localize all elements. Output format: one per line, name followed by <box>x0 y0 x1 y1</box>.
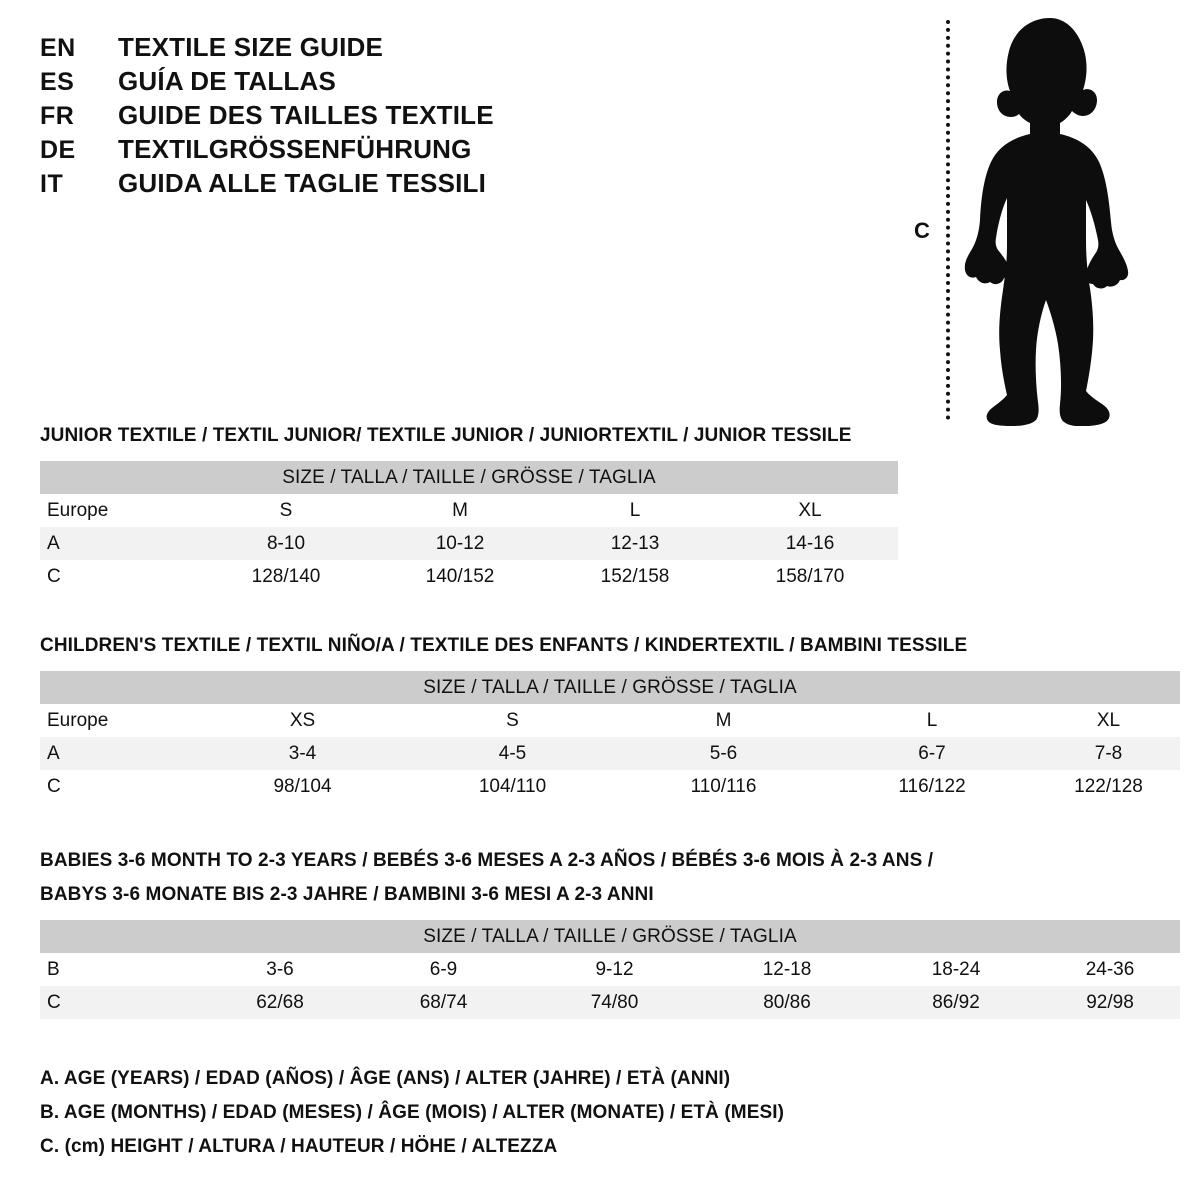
legend-line-a: A. AGE (YEARS) / EDAD (AÑOS) / ÂGE (ANS)… <box>40 1068 731 1089</box>
table-babies-row-0-label: B <box>40 953 200 986</box>
table-junior-col-3: XL <box>722 494 898 527</box>
table-junior-row-0-cell-0: 8-10 <box>200 527 372 560</box>
language-row-it: IT GUIDA ALLE TAGLIE TESSILI <box>40 168 600 202</box>
section-junior-textile: JUNIOR TEXTILE / TEXTIL JUNIOR/ TEXTILE … <box>40 425 898 593</box>
section-title-babies: BABIES 3-6 MONTH TO 2-3 YEARS / BEBÉS 3-… <box>40 850 1180 906</box>
language-code-de: DE <box>40 136 76 164</box>
table-children-col-4: XL <box>1037 704 1180 737</box>
table-children-col-0: XS <box>200 704 405 737</box>
table-junior-col-2: L <box>548 494 722 527</box>
table-row: C 62/68 68/74 74/80 80/86 86/92 92/98 <box>40 986 1180 1019</box>
language-code-es: ES <box>40 68 75 96</box>
legend-line-c: C. (cm) HEIGHT / ALTURA / HAUTEUR / HÖHE… <box>40 1136 558 1157</box>
table-babies-row-1-label: C <box>40 986 200 1019</box>
height-dashed-line <box>946 20 950 420</box>
table-junior-row-0-cell-3: 14-16 <box>722 527 898 560</box>
table-junior-row-1-cell-1: 140/152 <box>372 560 548 593</box>
table-children-row-1-cell-2: 110/116 <box>620 770 827 803</box>
table-row: A 3-4 4-5 5-6 6-7 7-8 <box>40 737 1180 770</box>
table-children-row-1-cell-1: 104/110 <box>405 770 620 803</box>
section-children-textile: CHILDREN'S TEXTILE / TEXTIL NIÑO/A / TEX… <box>40 635 1180 803</box>
height-measure-label: C <box>914 218 930 243</box>
toddler-silhouette-icon <box>964 18 1129 426</box>
table-junior-row-1-label: C <box>40 560 200 593</box>
table-row: B 3-6 6-9 9-12 12-18 18-24 24-36 <box>40 953 1180 986</box>
table-children-header-row: Europe XS S M L XL <box>40 704 1180 737</box>
language-title-block: EN TEXTILE SIZE GUIDE ES GUÍA DE TALLAS … <box>40 32 600 202</box>
table-babies-row-0-cell-3: 12-18 <box>702 953 872 986</box>
table-children-row-0-cell-1: 4-5 <box>405 737 620 770</box>
table-junior-row-0-cell-2: 12-13 <box>548 527 722 560</box>
table-junior-row-1-cell-2: 152/158 <box>548 560 722 593</box>
table-children-row-1-label: C <box>40 770 200 803</box>
height-diagram: C <box>900 8 1140 428</box>
table-babies-row-1-cell-2: 74/80 <box>527 986 702 1019</box>
language-title-es: GUÍA DE TALLAS <box>118 66 337 96</box>
table-babies-row-0-cell-0: 3-6 <box>200 953 360 986</box>
language-title-de: TEXTILGRÖSSENFÜHRUNG <box>118 134 472 164</box>
language-row-fr: FR GUIDE DES TAILLES TEXTILE <box>40 100 600 134</box>
table-children-row-0-cell-4: 7-8 <box>1037 737 1180 770</box>
table-babies: SIZE / TALLA / TAILLE / GRÖSSE / TAGLIA … <box>40 920 1180 1019</box>
language-code-it: IT <box>40 170 64 198</box>
table-babies-row-1-cell-1: 68/74 <box>360 986 527 1019</box>
table-children-row-1-cell-3: 116/122 <box>827 770 1037 803</box>
table-babies-band-row: SIZE / TALLA / TAILLE / GRÖSSE / TAGLIA <box>40 920 1180 953</box>
table-children-col-1: S <box>405 704 620 737</box>
table-babies-row-0-cell-1: 6-9 <box>360 953 527 986</box>
table-row: C 128/140 140/152 152/158 158/170 <box>40 560 898 593</box>
table-babies-band-label: SIZE / TALLA / TAILLE / GRÖSSE / TAGLIA <box>40 920 1180 953</box>
table-babies-row-0-cell-2: 9-12 <box>527 953 702 986</box>
table-children-row-0-cell-2: 5-6 <box>620 737 827 770</box>
table-junior-row-0-cell-1: 10-12 <box>372 527 548 560</box>
section-title-babies-line2: BABYS 3-6 MONATE BIS 2-3 JAHRE / BAMBINI… <box>40 884 654 905</box>
language-title-it: GUIDA ALLE TAGLIE TESSILI <box>118 168 487 198</box>
section-babies-textile: BABIES 3-6 MONTH TO 2-3 YEARS / BEBÉS 3-… <box>40 850 1180 1019</box>
table-row: A 8-10 10-12 12-13 14-16 <box>40 527 898 560</box>
table-children-row-0-cell-0: 3-4 <box>200 737 405 770</box>
section-title-junior: JUNIOR TEXTILE / TEXTIL JUNIOR/ TEXTILE … <box>40 425 852 446</box>
table-junior-col-1: M <box>372 494 548 527</box>
table-children-row-0-label: A <box>40 737 200 770</box>
table-children-col-2: M <box>620 704 827 737</box>
table-junior: SIZE / TALLA / TAILLE / GRÖSSE / TAGLIA … <box>40 461 898 593</box>
table-row: C 98/104 104/110 110/116 116/122 122/128 <box>40 770 1180 803</box>
table-junior-header-row: Europe S M L XL <box>40 494 898 527</box>
language-code-fr: FR <box>40 102 75 130</box>
table-babies-row-1-cell-4: 86/92 <box>872 986 1040 1019</box>
table-junior-header-label: Europe <box>40 494 200 527</box>
table-children-row-1-cell-0: 98/104 <box>200 770 405 803</box>
table-junior-row-1-cell-0: 128/140 <box>200 560 372 593</box>
language-row-de: DE TEXTILGRÖSSENFÜHRUNG <box>40 134 600 168</box>
language-title-fr: GUIDE DES TAILLES TEXTILE <box>118 100 494 130</box>
table-babies-row-1-cell-5: 92/98 <box>1040 986 1180 1019</box>
table-children-band-label: SIZE / TALLA / TAILLE / GRÖSSE / TAGLIA <box>40 671 1180 704</box>
table-junior-band-row: SIZE / TALLA / TAILLE / GRÖSSE / TAGLIA <box>40 461 898 494</box>
language-title-en: TEXTILE SIZE GUIDE <box>118 32 384 62</box>
table-junior-band-label: SIZE / TALLA / TAILLE / GRÖSSE / TAGLIA <box>40 461 898 494</box>
table-children-row-1-cell-4: 122/128 <box>1037 770 1180 803</box>
table-babies-row-0-cell-5: 24-36 <box>1040 953 1180 986</box>
legend-line-b: B. AGE (MONTHS) / EDAD (MESES) / ÂGE (MO… <box>40 1102 785 1123</box>
section-title-children: CHILDREN'S TEXTILE / TEXTIL NIÑO/A / TEX… <box>40 635 968 656</box>
table-babies-row-1-cell-3: 80/86 <box>702 986 872 1019</box>
language-code-en: EN <box>40 34 76 62</box>
section-title-babies-line1: BABIES 3-6 MONTH TO 2-3 YEARS / BEBÉS 3-… <box>40 850 934 871</box>
table-junior-row-0-label: A <box>40 527 200 560</box>
table-babies-row-0-cell-4: 18-24 <box>872 953 1040 986</box>
legend-block: A. AGE (YEARS) / EDAD (AÑOS) / ÂGE (ANS)… <box>40 1068 940 1170</box>
table-children-col-3: L <box>827 704 1037 737</box>
table-children-header-label: Europe <box>40 704 200 737</box>
table-children: SIZE / TALLA / TAILLE / GRÖSSE / TAGLIA … <box>40 671 1180 803</box>
table-babies-row-1-cell-0: 62/68 <box>200 986 360 1019</box>
table-junior-row-1-cell-3: 158/170 <box>722 560 898 593</box>
table-children-row-0-cell-3: 6-7 <box>827 737 1037 770</box>
language-row-en: EN TEXTILE SIZE GUIDE <box>40 32 600 66</box>
language-row-es: ES GUÍA DE TALLAS <box>40 66 600 100</box>
table-children-band-row: SIZE / TALLA / TAILLE / GRÖSSE / TAGLIA <box>40 671 1180 704</box>
table-junior-col-0: S <box>200 494 372 527</box>
